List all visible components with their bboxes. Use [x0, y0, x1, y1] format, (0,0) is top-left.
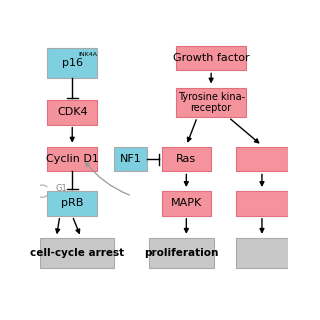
Text: CDK4: CDK4 — [57, 107, 88, 117]
FancyBboxPatch shape — [115, 147, 147, 172]
Text: pRB: pRB — [61, 198, 84, 209]
Text: Growth factor: Growth factor — [173, 53, 249, 63]
FancyBboxPatch shape — [162, 147, 211, 172]
FancyBboxPatch shape — [47, 191, 97, 216]
FancyBboxPatch shape — [149, 238, 214, 268]
FancyBboxPatch shape — [176, 46, 246, 70]
Text: INK4A: INK4A — [78, 52, 97, 57]
Text: Ras: Ras — [176, 154, 196, 164]
FancyBboxPatch shape — [236, 191, 288, 216]
FancyBboxPatch shape — [40, 238, 115, 268]
Text: MAPK: MAPK — [171, 198, 202, 209]
Text: NF1: NF1 — [120, 154, 141, 164]
Text: G1: G1 — [55, 184, 67, 193]
FancyBboxPatch shape — [47, 147, 97, 172]
FancyBboxPatch shape — [162, 191, 211, 216]
FancyBboxPatch shape — [236, 147, 288, 172]
FancyBboxPatch shape — [176, 88, 246, 117]
FancyBboxPatch shape — [47, 100, 97, 124]
Text: Tyrosine kina-
receptor: Tyrosine kina- receptor — [178, 92, 245, 113]
Text: proliferation: proliferation — [144, 248, 219, 258]
Text: Cyclin D1: Cyclin D1 — [46, 154, 99, 164]
FancyBboxPatch shape — [47, 48, 97, 78]
Text: cell-cycle arrest: cell-cycle arrest — [30, 248, 124, 258]
Text: p16: p16 — [62, 58, 83, 68]
FancyBboxPatch shape — [236, 238, 288, 268]
